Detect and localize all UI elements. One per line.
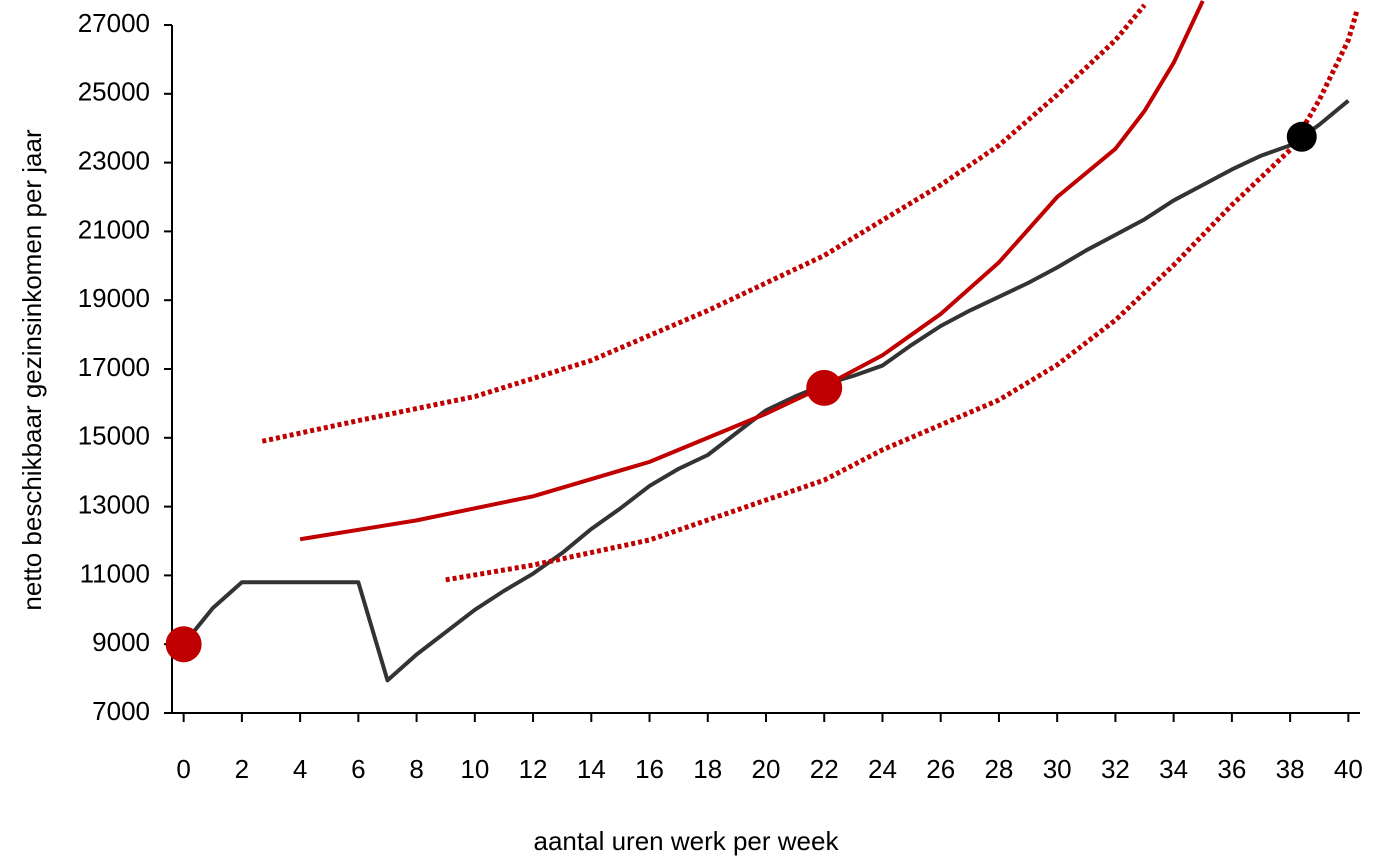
x-tick-label: 26: [926, 754, 955, 784]
x-tick-label: 20: [752, 754, 781, 784]
y-tick-label: 23000: [78, 145, 150, 175]
x-tick-label: 18: [693, 754, 722, 784]
x-tick-label: 40: [1334, 754, 1363, 784]
y-tick-label: 9000: [92, 627, 150, 657]
x-tick-label: 10: [460, 754, 489, 784]
y-tick-label: 21000: [78, 214, 150, 244]
x-tick-label: 16: [635, 754, 664, 784]
x-tick-label: 0: [176, 754, 190, 784]
x-tick-label: 24: [868, 754, 897, 784]
y-tick-label: 27000: [78, 8, 150, 38]
y-tick-label: 15000: [78, 421, 150, 451]
dotted-curve: [261, 3, 1147, 444]
y-tick-label: 19000: [78, 283, 150, 313]
x-tick-label: 32: [1101, 754, 1130, 784]
x-tick-label: 2: [235, 754, 249, 784]
x-tick-label: 6: [351, 754, 365, 784]
y-tick-label: 25000: [78, 77, 150, 107]
y-tick-label: 17000: [78, 352, 150, 382]
plot-area: [165, 0, 1360, 683]
y-tick-label: 11000: [80, 558, 150, 588]
x-tick-label: 36: [1217, 754, 1246, 784]
x-tick-label: 34: [1159, 754, 1188, 784]
line: [182, 99, 1350, 683]
x-tick-label: 30: [1043, 754, 1072, 784]
dotted-curve: [445, 9, 1360, 583]
x-tick-label: 28: [984, 754, 1013, 784]
line: [299, 0, 1205, 542]
x-tick-label: 12: [519, 754, 548, 784]
x-tick-label: 22: [810, 754, 839, 784]
x-axis-title: aantal uren werk per week: [534, 826, 840, 856]
marker: [165, 626, 202, 663]
y-axis-title: netto beschikbaar gezinsinkomen per jaar: [17, 129, 47, 611]
x-tick-label: 14: [577, 754, 606, 784]
x-tick-label: 38: [1276, 754, 1305, 784]
y-tick-label: 13000: [78, 489, 150, 519]
y-tick-label: 7000: [92, 696, 150, 726]
x-tick-label: 8: [409, 754, 423, 784]
x-tick-label: 4: [293, 754, 307, 784]
marker: [806, 369, 843, 406]
marker: [1286, 121, 1317, 152]
